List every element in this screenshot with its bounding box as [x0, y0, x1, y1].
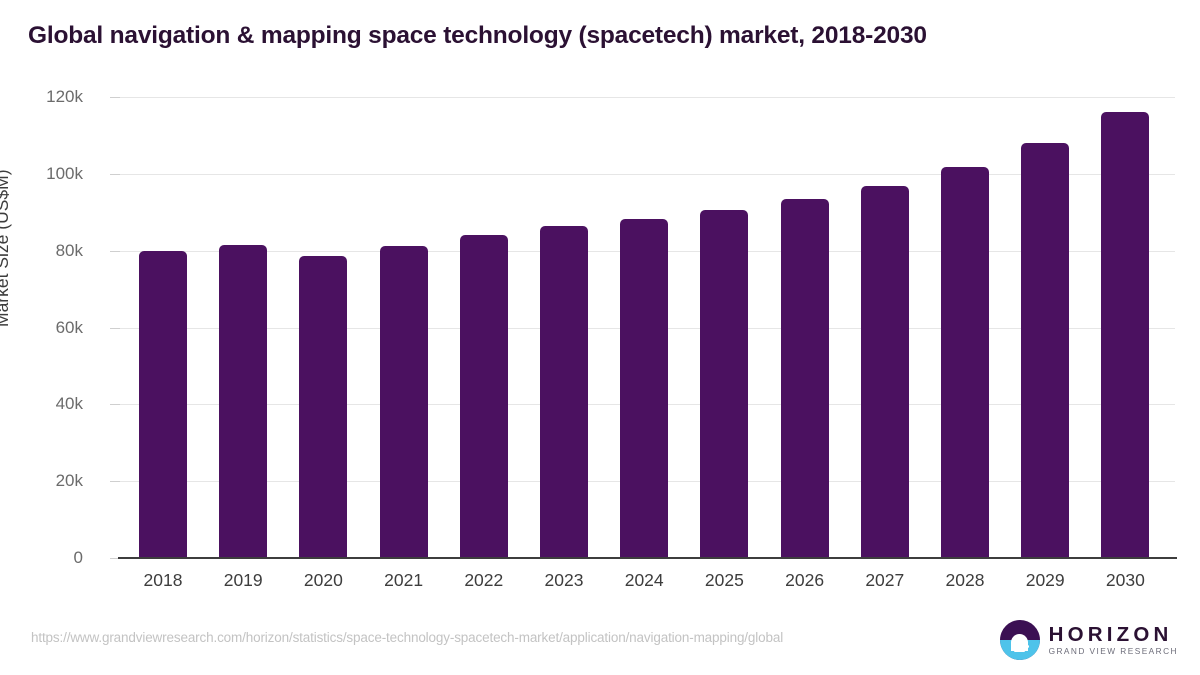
x-axis-line [118, 557, 1177, 559]
horizon-logo-mark-icon [999, 620, 1040, 660]
x-tick-label: 2030 [1105, 570, 1145, 590]
logo-text: HORIZON GRAND VIEW RESEARCH [1049, 624, 1178, 656]
y-tick-mark [110, 404, 120, 406]
x-tick-label: 2022 [464, 570, 504, 590]
x-tick-label: 2027 [865, 570, 905, 590]
x-tick-label: 2029 [1025, 570, 1065, 590]
bar[interactable] [219, 244, 268, 558]
x-tick-label: 2026 [785, 570, 825, 590]
x-tick-label: 2024 [624, 570, 664, 590]
y-tick-label: 40k [55, 394, 83, 414]
logo-wordmark: HORIZON [1048, 622, 1173, 646]
bar[interactable] [540, 226, 588, 558]
y-tick-mark [110, 481, 120, 483]
bar[interactable] [299, 255, 348, 558]
y-tick-label: 60k [55, 317, 83, 337]
bar[interactable] [860, 185, 909, 558]
x-tick-label: 2028 [945, 570, 985, 590]
source-url[interactable]: https://www.grandviewresearch.com/horizo… [31, 630, 784, 645]
x-tick-label: 2021 [384, 570, 424, 590]
y-tick-label: 80k [55, 240, 83, 260]
gridline [120, 173, 1175, 175]
page-title: Global navigation & mapping space techno… [28, 22, 927, 49]
bar[interactable] [780, 199, 829, 558]
bar[interactable] [1101, 111, 1150, 558]
y-tick-label: 20k [55, 471, 83, 491]
y-tick-mark [110, 327, 120, 329]
gridline [120, 97, 1175, 98]
y-tick-mark [110, 97, 120, 98]
x-tick-label: 2020 [303, 570, 343, 590]
plot-area: 0 20k 40k 60k 80k 100k 120k [46, 87, 1175, 567]
y-tick-label: 100k [46, 163, 83, 183]
logo-tagline: GRAND VIEW RESEARCH [1048, 646, 1178, 657]
bar[interactable] [1021, 143, 1070, 558]
x-tick-label: 2025 [704, 570, 744, 590]
bar[interactable] [139, 250, 187, 558]
bar[interactable] [620, 218, 669, 558]
horizon-logo[interactable]: HORIZON GRAND VIEW RESEARCH [999, 618, 1178, 662]
y-tick-mark [110, 558, 120, 559]
y-tick-label: 120k [46, 87, 83, 106]
bar[interactable] [700, 209, 749, 558]
x-tick-label: 2023 [544, 570, 584, 590]
bar[interactable] [459, 234, 508, 558]
x-tick-label: 2018 [143, 570, 183, 590]
bar[interactable] [379, 246, 428, 558]
y-axis-title: Market Size (US$M) [0, 169, 12, 327]
x-tick-label: 2019 [223, 570, 263, 590]
bar[interactable] [941, 167, 989, 558]
y-tick-mark [110, 173, 120, 175]
y-tick-mark [110, 250, 120, 252]
y-tick-label: 0 [73, 548, 83, 567]
